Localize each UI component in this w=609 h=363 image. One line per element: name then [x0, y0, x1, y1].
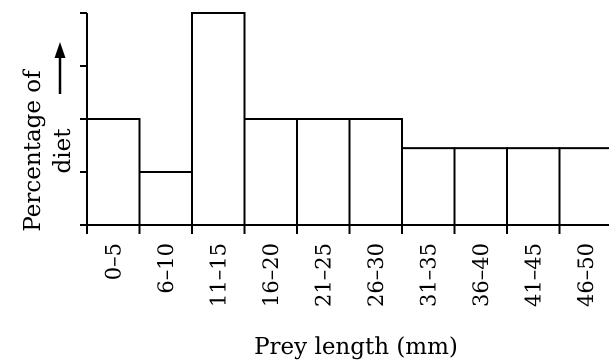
- bar-4: [243, 118, 298, 226]
- y-axis-title-line-1: Percentage of: [20, 69, 46, 232]
- up-arrow-icon: [54, 42, 66, 94]
- x-tick-label-8: 36–40: [469, 243, 493, 307]
- x-tick-label-9: 41–45: [521, 243, 545, 307]
- bar-3: [191, 12, 246, 226]
- x-tick-label-4: 16–20: [259, 243, 283, 307]
- y-axis-title-line-2: diet: [50, 128, 76, 174]
- bar-5: [296, 118, 351, 226]
- bar-2: [138, 171, 193, 226]
- x-axis-title: Prey length (mm): [254, 334, 458, 360]
- bar-7: [401, 147, 456, 226]
- x-tick-label-7: 31–35: [416, 243, 440, 307]
- x-tick-label-2: 6–10: [154, 243, 178, 294]
- bar-1: [86, 118, 141, 226]
- bar-9: [506, 147, 561, 226]
- bar-6: [348, 118, 403, 226]
- x-tick-label-1: 0–5: [101, 243, 125, 280]
- x-tick-label-5: 21–25: [311, 243, 335, 307]
- bars-group: [86, 12, 609, 226]
- x-tick-labels-group: 0–5 6–10 11–15 16–20 21–25 26–30 31–35 36–40 41–…: [101, 243, 598, 307]
- y-axis-title: Percentage of diet: [20, 69, 76, 232]
- y-ticks-group: [80, 12, 87, 226]
- bar-10: [558, 147, 609, 226]
- x-tick-label-10: 46–50: [574, 243, 598, 307]
- x-tick-label-3: 11–15: [206, 243, 230, 307]
- x-tick-label-6: 26–30: [364, 243, 388, 307]
- x-ticks-group: [86, 225, 561, 234]
- bar-8: [453, 147, 508, 226]
